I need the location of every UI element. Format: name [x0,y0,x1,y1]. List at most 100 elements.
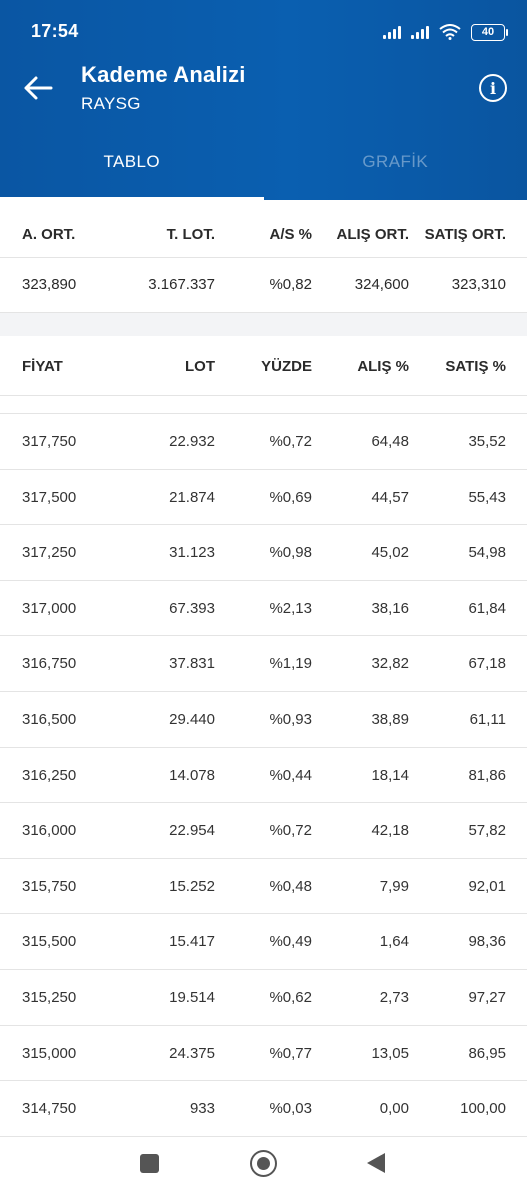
cell-sell-percent: 97,27 [468,988,506,1006]
cell-lot: 15.252 [169,877,215,895]
cell-lot: 933 [189,1100,215,1118]
table-row[interactable]: 317,500 21.874 %0,69 44,57 55,43 [0,470,527,526]
table-row[interactable]: 315,750 15.252 %0,48 7,99 92,01 [0,859,527,915]
cell-sell-percent: 61,84 [468,599,506,617]
cell-buy-percent: 0,00 [379,1100,409,1118]
cell-percent: %0,48 [269,877,312,895]
cell-sell-percent: 100,00 [460,1100,506,1118]
cell-sell-percent: 81,86 [468,766,506,784]
stock-symbol: RAYSG [81,94,141,113]
cell-lot: 14.078 [169,766,215,784]
signal-icon [383,25,401,39]
cell-percent: %0,62 [269,988,312,1006]
cell-price: 314,750 [22,1100,77,1118]
cell-sell-percent: 67,18 [468,655,506,673]
summary-header-as-percent: A/S % [269,226,312,243]
cell-sell-percent: 92,01 [468,877,506,895]
table-row[interactable]: 315,500 15.417 %0,49 1,64 98,36 [0,914,527,970]
table-row[interactable]: 317,000 67.393 %2,13 38,16 61,84 [0,581,527,637]
table-row[interactable]: 315,250 19.514 %0,62 2,73 97,27 [0,970,527,1026]
cell-lot: 67.393 [169,599,215,617]
cell-lot: 37.831 [169,655,215,673]
summary-header-buy-avg: ALIŞ ORT. [336,226,409,243]
wifi-icon [439,24,461,40]
table-row[interactable]: 316,500 29.440 %0,93 38,89 61,11 [0,692,527,748]
cell-price: 315,500 [22,933,77,951]
cell-price: 315,750 [22,877,77,895]
cell-price: 315,250 [22,988,77,1006]
home-icon[interactable] [250,1150,277,1177]
cell-buy-percent: 1,64 [379,933,409,951]
summary-value-buy-avg: 324,600 [354,276,409,293]
cell-sell-percent: 61,11 [469,710,506,728]
cell-percent: %0,93 [269,710,312,728]
table-row[interactable]: 314,750 933 %0,03 0,00 100,00 [0,1081,527,1137]
arrow-left-icon[interactable] [22,72,54,104]
cell-price: 316,750 [22,655,77,673]
app-header: 17:54 40 Kademe Analizi RAYSG i TABLO G [0,0,527,200]
table-header-lot: LOT [185,358,215,375]
cell-percent: %0,44 [269,766,312,784]
cell-percent: %0,69 [269,488,312,506]
cell-buy-percent: 18,14 [371,766,409,784]
tab-tablo[interactable]: TABLO [0,140,264,200]
table-header-buy-percent: ALIŞ % [357,358,409,375]
cell-percent: %0,03 [269,1100,312,1118]
cell-percent: %0,77 [269,1044,312,1062]
system-nav-bar [0,1138,527,1200]
section-divider [0,313,527,336]
cell-percent: %0,72 [269,433,312,450]
cell-lot: 29.440 [169,710,215,728]
cell-buy-percent: 38,89 [371,710,409,728]
summary-header-row: A. ORT. T. LOT. A/S % ALIŞ ORT. SATIŞ OR… [0,200,527,258]
page-title: Kademe Analizi [81,62,246,87]
table-row[interactable]: 315,000 24.375 %0,77 13,05 86,95 [0,1026,527,1082]
cell-percent: %0,49 [269,933,312,951]
cell-lot: 21.874 [169,488,215,506]
table-row[interactable]: 316,750 37.831 %1,19 32,82 67,18 [0,636,527,692]
summary-value-total-lot: 3.167.337 [148,276,215,293]
cell-percent: %2,13 [269,599,312,617]
cell-buy-percent: 13,05 [371,1044,409,1062]
cell-price: 316,000 [22,822,77,840]
battery-level: 40 [481,26,495,38]
price-level-list[interactable]: 317,750 22.932 %0,72 64,48 35,52 317,500 21.87… [0,414,527,1137]
signal-icon [411,25,429,39]
table-row[interactable]: 317,750 22.932 %0,72 64,48 35,52 [0,414,527,470]
table-header-percent: YÜZDE [261,358,312,375]
table-header-price: FİYAT [22,358,63,375]
back-icon[interactable] [367,1153,385,1173]
cell-sell-percent: 57,82 [468,822,506,840]
cell-price: 316,250 [22,766,77,784]
scrolled-row-remnant [0,396,527,414]
cell-percent: %0,72 [269,822,312,840]
cell-sell-percent: 98,36 [468,933,506,951]
cell-price: 317,250 [22,544,77,562]
summary-value-sell-avg: 323,310 [451,276,506,293]
cell-sell-percent: 86,95 [468,1044,506,1062]
table-row[interactable]: 316,000 22.954 %0,72 42,18 57,82 [0,803,527,859]
summary-value-avg: 323,890 [22,276,77,293]
summary-header-sell-avg: SATIŞ ORT. [424,226,506,243]
summary-header-avg: A. ORT. [22,226,76,243]
tab-grafik[interactable]: GRAFİK [362,152,429,171]
status-bar: 17:54 40 [0,0,527,62]
cell-price: 317,000 [22,599,77,617]
recents-icon[interactable] [140,1154,159,1173]
cell-buy-percent: 2,73 [379,988,409,1006]
cell-percent: %0,98 [269,544,312,562]
cell-buy-percent: 44,57 [371,488,409,506]
cell-lot: 15.417 [169,933,215,951]
info-icon[interactable]: i [479,74,507,102]
cell-price: 316,500 [22,710,77,728]
tab-bar: TABLO GRAFİK [0,140,527,200]
status-time: 17:54 [31,21,79,41]
table-row[interactable]: 317,250 31.123 %0,98 45,02 54,98 [0,525,527,581]
cell-buy-percent: 32,82 [371,655,409,673]
cell-buy-percent: 45,02 [371,544,409,562]
table-header-sell-percent: SATIŞ % [445,358,506,375]
table-row[interactable]: 316,250 14.078 %0,44 18,14 81,86 [0,748,527,804]
cell-lot: 31.123 [169,544,215,562]
cell-lot: 19.514 [169,988,215,1006]
cell-lot: 22.954 [169,822,215,840]
